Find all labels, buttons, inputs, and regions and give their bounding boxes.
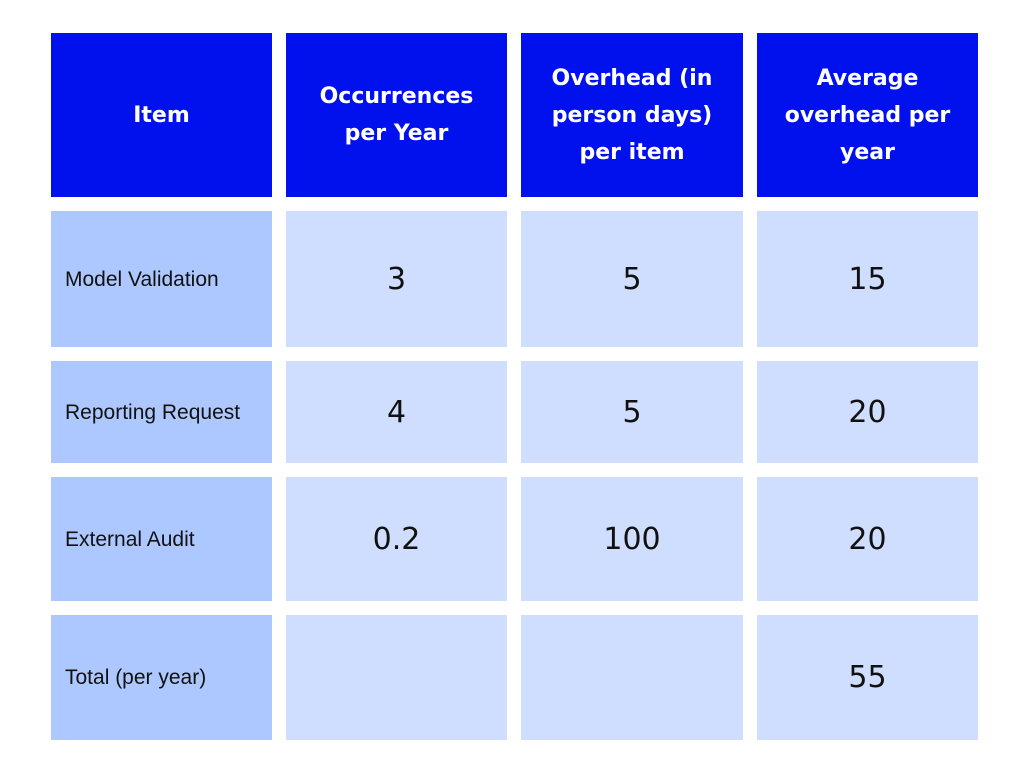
cell-average: 20 <box>757 477 978 601</box>
cell-overhead: 100 <box>521 477 743 601</box>
cell-occurrences: 0.2 <box>286 477 507 601</box>
cell-overhead: 5 <box>521 361 743 463</box>
row-label-model-validation: Model Validation <box>51 211 272 347</box>
cell-overhead: 5 <box>521 211 743 347</box>
cell-occurrences: 3 <box>286 211 507 347</box>
header-occurrences-per-year: Occurrences per Year <box>286 33 507 197</box>
row-label-reporting-request: Reporting Request <box>51 361 272 463</box>
row-label-external-audit: External Audit <box>51 477 272 601</box>
row-label-total: Total (per year) <box>51 615 272 740</box>
cell-average: 15 <box>757 211 978 347</box>
cell-average: 20 <box>757 361 978 463</box>
header-item: Item <box>51 33 272 197</box>
cell-occurrences: 4 <box>286 361 507 463</box>
header-average-overhead-per-year: Average overhead per year <box>757 33 978 197</box>
cell-total-average: 55 <box>757 615 978 740</box>
cell-overhead-empty <box>521 615 743 740</box>
header-overhead-per-item: Overhead (in person days) per item <box>521 33 743 197</box>
cell-occurrences-empty <box>286 615 507 740</box>
